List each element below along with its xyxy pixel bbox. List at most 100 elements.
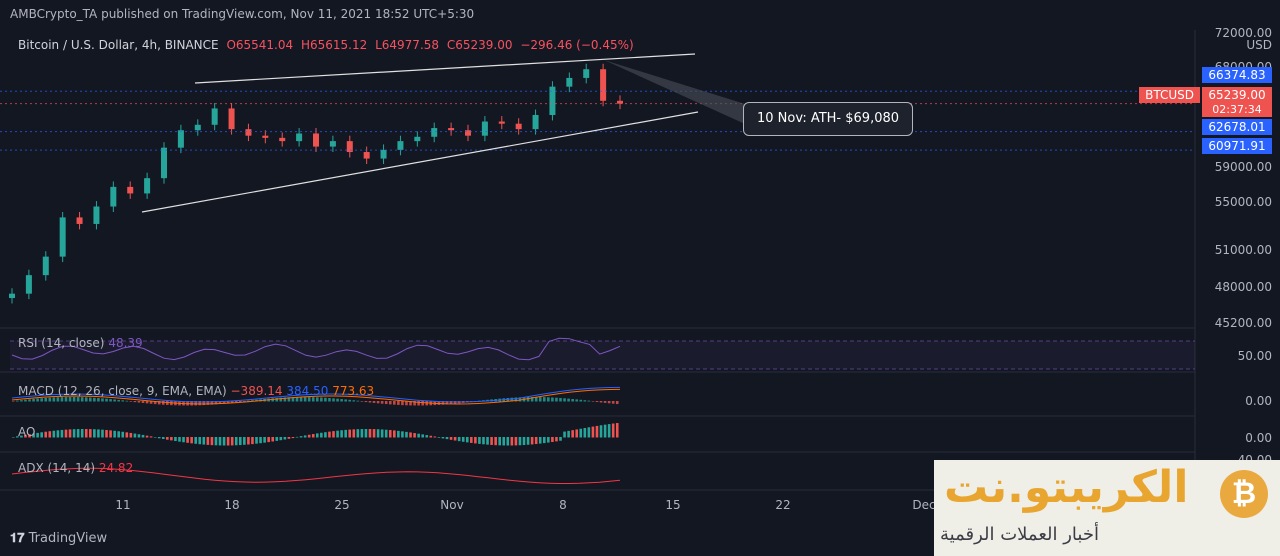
price-tag-high: 66374.83 xyxy=(1202,67,1272,83)
macd-histogram-bar xyxy=(518,397,522,402)
ao-bar xyxy=(563,431,566,438)
callout-pointer xyxy=(604,60,745,124)
price-scale-label: 48000.00 xyxy=(1214,280,1272,294)
macd-histogram-bar xyxy=(76,397,80,402)
macd-histogram-bar xyxy=(271,398,275,402)
macd-histogram-bar xyxy=(388,401,392,405)
ao-bar xyxy=(595,425,599,438)
ath-annotation[interactable]: 10 Nov: ATH- $69,080 xyxy=(743,102,913,136)
macd-histogram-bar xyxy=(591,401,595,402)
macd-histogram-bar xyxy=(129,401,133,402)
bitcoin-coin-icon: ₿ xyxy=(1220,470,1268,518)
ao-bar xyxy=(60,429,64,438)
ao-bar xyxy=(105,429,108,438)
x-axis-tick: 22 xyxy=(775,498,791,512)
macd-histogram-bar xyxy=(587,400,591,402)
ao-bar xyxy=(271,437,275,442)
macd-histogram-bar xyxy=(72,397,76,402)
ao-bar xyxy=(368,429,372,438)
ao-bar xyxy=(421,434,424,438)
symbol-name[interactable]: Bitcoin / U.S. Dollar, 4h, BINANCE xyxy=(18,38,219,52)
ao-bar xyxy=(89,429,92,438)
x-axis-tick: 15 xyxy=(665,498,681,512)
candle-body xyxy=(329,141,336,147)
price-scale-label: 59000.00 xyxy=(1214,160,1272,174)
macd-histogram-bar xyxy=(243,401,246,402)
ao-bar xyxy=(542,437,546,444)
macd-histogram-bar xyxy=(417,401,420,406)
candle-body xyxy=(481,121,488,136)
ao-bar xyxy=(101,429,104,438)
macd-histogram-bar xyxy=(328,398,331,402)
candle-body xyxy=(600,69,607,101)
ao-bar xyxy=(530,437,534,445)
symbol-legend: Bitcoin / U.S. Dollar, 4h, BINANCE O6554… xyxy=(18,38,638,52)
ao-bar xyxy=(93,429,96,438)
macd-histogram-bar xyxy=(538,397,542,402)
candle-body xyxy=(431,128,438,137)
ao-bar xyxy=(279,437,283,441)
ao-bar xyxy=(405,431,408,438)
ao-bar xyxy=(316,433,319,438)
rsi-scale: 50.00 xyxy=(1237,349,1272,363)
macd-histogram-bar xyxy=(247,400,250,402)
macd-histogram-bar xyxy=(20,400,23,402)
macd-histogram-bar xyxy=(352,400,356,402)
macd-histogram-bar xyxy=(534,397,538,402)
macd-histogram-bar xyxy=(234,401,238,403)
ao-scale: 0.00 xyxy=(1245,431,1272,445)
macd-histogram-bar xyxy=(384,401,388,405)
macd-v1: −389.14 xyxy=(230,384,283,398)
macd-histogram-bar xyxy=(202,401,206,406)
ao-bar xyxy=(583,428,587,438)
close-value: C65239.00 xyxy=(446,38,513,52)
macd-histogram-bar xyxy=(206,401,210,405)
macd-histogram-bar xyxy=(316,397,319,402)
ao-bar xyxy=(16,436,19,438)
ao-bar xyxy=(287,437,291,439)
ao-bar xyxy=(97,429,100,438)
x-axis-tick: 8 xyxy=(559,498,567,512)
macd-histogram-bar xyxy=(218,401,222,404)
tradingview-logo[interactable]: 𝟏𝟕 TradingView xyxy=(10,531,107,546)
ao-bar xyxy=(275,437,279,441)
ao-bar xyxy=(182,437,185,443)
ao-bar xyxy=(498,437,501,446)
macd-histogram-bar xyxy=(336,398,339,402)
ao-bar xyxy=(247,437,250,445)
ao-bar xyxy=(567,430,570,438)
ao-bar xyxy=(328,431,331,438)
candle-body xyxy=(566,77,573,87)
ao-bar xyxy=(129,432,133,438)
ao-bar xyxy=(259,437,262,444)
ao-bar xyxy=(234,437,238,446)
candle-body xyxy=(211,108,218,125)
ao-bar xyxy=(340,430,343,438)
ao-bar xyxy=(28,434,31,438)
ao-bar xyxy=(486,437,489,445)
macd-histogram-bar xyxy=(60,397,64,402)
ao-bar xyxy=(372,429,376,438)
ao-bar xyxy=(457,437,461,442)
ao-bar xyxy=(44,431,48,438)
ticker-label: BTCUSD xyxy=(1139,87,1200,103)
macd-histogram-bar xyxy=(80,397,84,402)
ao-bar xyxy=(12,437,15,438)
macd-histogram-bar xyxy=(48,397,52,402)
macd-histogram-bar xyxy=(595,401,599,403)
ao-bar xyxy=(384,429,388,438)
candle-body xyxy=(25,275,32,294)
ao-bar xyxy=(68,429,72,438)
macd-name: MACD (12, 26, close, 9, EMA, EMA) xyxy=(18,384,227,398)
ao-bar xyxy=(64,429,68,438)
ao-bar xyxy=(575,429,579,438)
ao-bar xyxy=(429,435,433,438)
ao-bar xyxy=(364,429,368,438)
macd-histogram-bar xyxy=(121,400,125,402)
ao-bar xyxy=(137,434,141,438)
ao-bar xyxy=(352,429,356,438)
macd-histogram-bar xyxy=(401,401,404,406)
ao-bar xyxy=(206,437,210,445)
adx-name: ADX (14, 14) xyxy=(18,461,96,475)
